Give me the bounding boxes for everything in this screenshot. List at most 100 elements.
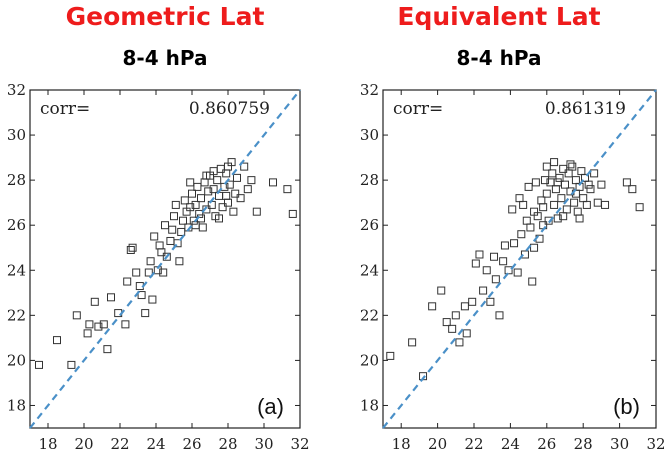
data-point-b — [550, 200, 559, 209]
data-point-a — [126, 245, 135, 254]
data-point-a — [171, 200, 180, 209]
y-tick-label-b: 32 — [360, 81, 379, 99]
data-point-b — [460, 302, 469, 311]
panel-b-title: Equivalent Lat — [397, 2, 601, 31]
data-point-a — [204, 187, 213, 196]
data-point-b — [519, 200, 528, 209]
data-point-a — [231, 189, 240, 198]
data-point-b — [482, 266, 491, 275]
data-point-b — [386, 351, 395, 360]
data-point-b — [495, 311, 504, 320]
data-point-b — [451, 311, 460, 320]
data-point-b — [510, 239, 519, 248]
data-point-a — [83, 329, 92, 338]
y-tick-label-b: 28 — [360, 171, 379, 189]
x-tick-label-a: 20 — [74, 435, 93, 453]
data-point-b — [622, 178, 631, 187]
data-point-a — [94, 322, 103, 331]
data-point-a — [209, 185, 218, 194]
data-point-a — [198, 223, 207, 232]
data-point-a — [159, 268, 168, 277]
data-point-a — [224, 162, 232, 171]
data-point-a — [252, 207, 261, 216]
data-point-a — [179, 216, 187, 225]
corr-label-b: corr= — [393, 99, 443, 119]
y-tick-label-a: 32 — [7, 81, 26, 99]
x-tick-label-b: 30 — [610, 435, 629, 453]
data-point-b — [575, 214, 584, 223]
data-point-a — [209, 167, 218, 176]
data-point-a — [90, 297, 99, 306]
data-point-a — [218, 203, 227, 212]
y-tick-label-a: 24 — [7, 261, 26, 279]
data-point-b — [540, 176, 549, 185]
y-tick-label-b: 22 — [360, 306, 379, 324]
y-tick-label-b: 20 — [360, 351, 379, 369]
data-point-b — [628, 185, 637, 194]
data-point-b — [428, 302, 437, 311]
data-point-b — [515, 194, 524, 203]
data-point-b — [555, 173, 564, 182]
data-point-a — [162, 252, 171, 261]
data-point-a — [225, 180, 234, 189]
data-point-a — [155, 241, 164, 250]
data-point-a — [186, 178, 195, 187]
data-point-a — [283, 185, 292, 194]
x-tick-label-a: 32 — [290, 435, 309, 453]
data-point-a — [193, 182, 202, 191]
data-point-b — [568, 162, 577, 171]
data-point-b — [517, 230, 526, 239]
data-point-a — [175, 257, 184, 266]
data-point-a — [53, 336, 61, 345]
data-point-a — [213, 176, 222, 185]
x-tick-label-b: 32 — [646, 435, 664, 453]
x-tick-label-b: 28 — [574, 435, 593, 453]
data-point-a — [161, 221, 169, 230]
corr-label-a: corr= — [40, 99, 90, 119]
data-point-b — [526, 223, 535, 232]
data-point-a — [35, 360, 43, 369]
data-point-b — [475, 250, 484, 259]
data-point-a — [123, 277, 132, 286]
data-point-b — [562, 205, 571, 214]
data-point-a — [148, 295, 157, 304]
data-point-b — [528, 277, 537, 286]
x-tick-label-a: 26 — [182, 435, 201, 453]
x-tick-label-a: 18 — [38, 435, 57, 453]
data-point-b — [539, 203, 548, 212]
data-point-b — [537, 196, 546, 205]
data-point-b — [553, 178, 562, 187]
data-point-b — [601, 200, 610, 209]
data-point-b — [551, 185, 560, 194]
data-point-a — [99, 320, 108, 329]
data-point-a — [168, 225, 177, 234]
data-point-b — [593, 198, 602, 207]
data-point-a — [247, 176, 256, 185]
data-point-b — [408, 338, 417, 347]
data-point-b — [584, 180, 593, 189]
data-point-b — [468, 297, 477, 306]
data-point-a — [173, 239, 182, 248]
data-point-a — [157, 248, 166, 257]
data-point-a — [216, 164, 225, 173]
data-point-b — [559, 164, 568, 173]
data-point-a — [180, 196, 189, 205]
data-point-a — [107, 293, 115, 302]
data-point-b — [442, 318, 451, 327]
data-point-b — [500, 241, 509, 250]
data-point-b — [561, 180, 569, 189]
data-point-a — [222, 191, 231, 200]
data-point-a — [215, 191, 223, 200]
data-point-b — [437, 286, 446, 295]
data-point-b — [486, 297, 495, 306]
y-tick-label-b: 30 — [360, 126, 379, 144]
x-tick-label-b: 26 — [537, 435, 556, 453]
panel-a-title: Geometric Lat — [65, 2, 265, 31]
data-point-a — [170, 212, 178, 221]
data-point-a — [146, 257, 155, 266]
data-point-b — [448, 324, 457, 333]
x-tick-label-b: 22 — [464, 435, 483, 453]
y-tick-label-a: 18 — [7, 396, 26, 414]
data-point-b — [559, 212, 568, 221]
